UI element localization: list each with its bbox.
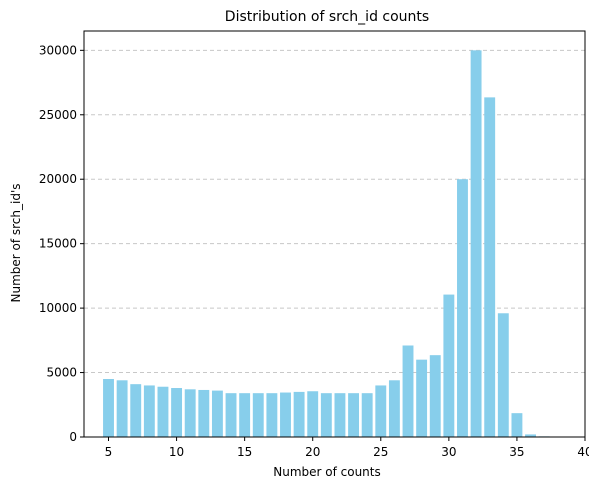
bars <box>103 50 550 437</box>
bar <box>525 434 536 437</box>
x-ticks: 5 10 15 20 25 30 35 40 <box>105 437 589 459</box>
bar <box>116 380 128 437</box>
bar <box>457 179 468 437</box>
chart-title: Distribution of srch_id counts <box>225 9 429 25</box>
bar <box>103 379 114 437</box>
bar <box>429 355 441 437</box>
x-tick-label: 40 <box>577 445 589 459</box>
bar <box>252 393 264 437</box>
bar <box>171 388 183 437</box>
bar <box>157 386 169 437</box>
bar <box>443 294 455 437</box>
bar <box>416 359 428 437</box>
y-tick-label: 25000 <box>39 108 77 122</box>
y-tick-label: 0 <box>69 430 77 444</box>
grid-lines <box>84 49 585 374</box>
x-tick-label: 5 <box>105 445 113 459</box>
bar <box>307 391 319 437</box>
bar <box>348 393 360 437</box>
y-axis-label: Number of srch_id's <box>9 183 23 302</box>
bar <box>280 392 291 437</box>
bar <box>470 50 482 437</box>
y-ticks: 0 5000 10000 15000 20000 25000 30000 <box>39 43 84 444</box>
y-tick-label: 30000 <box>39 43 77 57</box>
bar <box>511 413 523 437</box>
bar <box>334 393 346 437</box>
y-tick-label: 15000 <box>39 237 77 251</box>
x-tick-label: 30 <box>441 445 456 459</box>
x-tick-label: 10 <box>169 445 184 459</box>
bar <box>361 393 373 437</box>
x-tick-label: 25 <box>373 445 388 459</box>
plot-frame <box>83 30 586 438</box>
y-tick-label: 20000 <box>39 172 77 186</box>
bar <box>375 385 387 437</box>
bar <box>225 393 237 437</box>
y-tick-label: 5000 <box>46 366 77 380</box>
bar <box>198 389 210 437</box>
bar <box>239 393 251 437</box>
bar <box>184 389 196 437</box>
bar <box>497 313 509 437</box>
bar <box>388 380 400 437</box>
bar <box>484 97 496 437</box>
bar <box>266 393 278 437</box>
x-tick-label: 15 <box>237 445 252 459</box>
axes <box>83 30 586 438</box>
bar <box>143 385 155 437</box>
y-tick-label: 10000 <box>39 301 77 315</box>
bar <box>402 345 414 437</box>
bar <box>130 384 142 437</box>
x-axis-label: Number of counts <box>273 465 381 479</box>
bar <box>320 393 332 437</box>
bar <box>211 390 223 437</box>
x-tick-label: 20 <box>305 445 320 459</box>
bar <box>293 391 305 437</box>
x-tick-label: 35 <box>509 445 524 459</box>
